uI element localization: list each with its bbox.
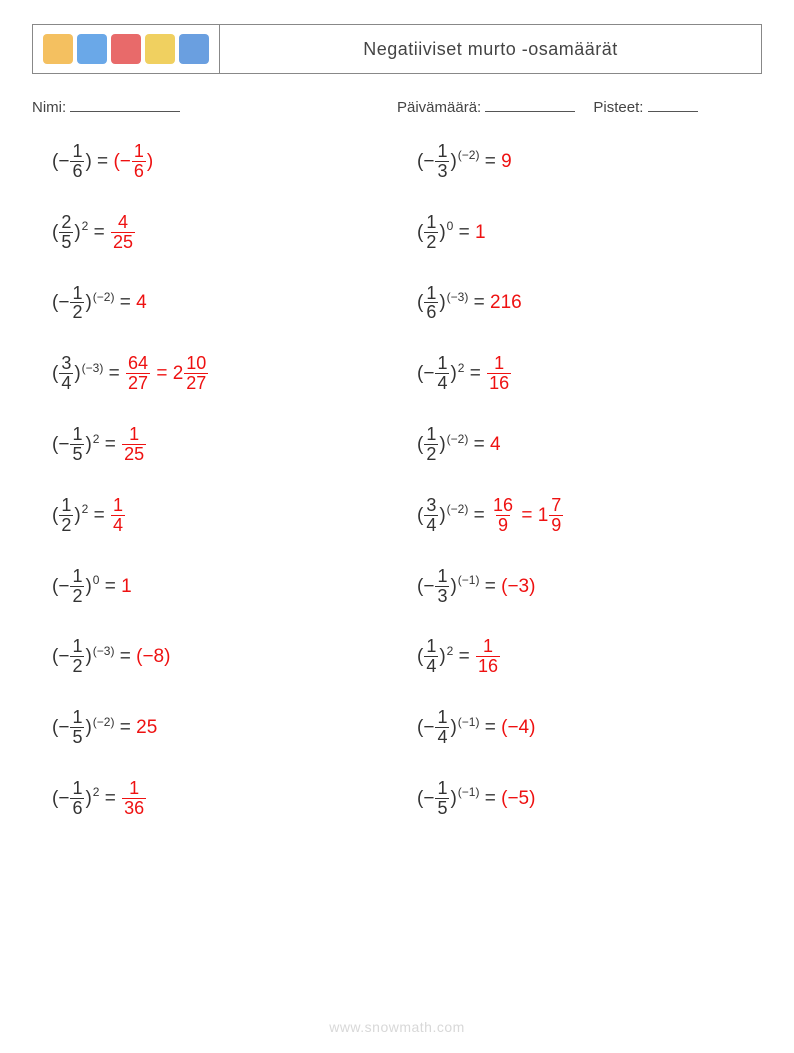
problem-row: (−15)(−2) = 25	[32, 708, 397, 747]
problem-expression: (−15)(−1)	[417, 779, 479, 818]
problem-expression: (−13)(−2)	[417, 142, 479, 181]
problem-answer: 179	[538, 496, 565, 535]
problem-expression: (16)(−3)	[417, 284, 468, 323]
problem-row: (−15)(−1) = (−5)	[397, 779, 762, 818]
header-icons	[33, 25, 220, 73]
problem-row: (−16) = (−16)	[32, 142, 397, 181]
meta-score: Pisteet:	[593, 96, 697, 116]
problem-expression: (12)(−2)	[417, 425, 468, 464]
meta-date: Päivämäärä:	[397, 96, 575, 116]
problem-answer: 136	[121, 779, 147, 818]
problem-expression: (−12)(−2)	[52, 284, 114, 323]
header-icon-5	[179, 34, 209, 64]
problem-row: (−14)(−1) = (−4)	[397, 708, 762, 747]
problem-row: (−13)(−1) = (−3)	[397, 567, 762, 606]
header-icon-1	[43, 34, 73, 64]
problem-row: (12)0 = 1	[397, 213, 762, 252]
problem-row: (34)(−3) = 6427 = 21027	[32, 354, 397, 393]
problem-row: (12)2 = 14	[32, 496, 397, 535]
problem-answer: (−8)	[136, 647, 170, 666]
problem-expression: (14)2	[417, 637, 453, 676]
problem-answer: 25	[136, 718, 157, 737]
worksheet-title: Negatiiviset murto -osamäärät	[220, 25, 761, 73]
problem-answer: (−4)	[501, 718, 535, 737]
header-icon-3	[111, 34, 141, 64]
problem-answer: 116	[475, 637, 501, 676]
problem-answer: 4	[136, 293, 147, 312]
meta-row: Nimi: Päivämäärä: Pisteet:	[32, 96, 762, 116]
problem-answer: 216	[490, 293, 522, 312]
problem-answer: (−5)	[501, 789, 535, 808]
problem-answer: (−16)	[113, 142, 153, 181]
problem-row: (−12)(−3) = (−8)	[32, 637, 397, 676]
worksheet-page: Negatiiviset murto -osamäärät Nimi: Päiv…	[0, 0, 794, 1053]
problem-answer: 169	[490, 496, 516, 535]
header-icon-2	[77, 34, 107, 64]
problem-answer: 4	[490, 435, 501, 454]
problem-row: (25)2 = 425	[32, 213, 397, 252]
score-blank	[648, 96, 698, 112]
problem-answer: 14	[110, 496, 126, 535]
problem-answer: 125	[121, 425, 147, 464]
meta-name: Nimi:	[32, 96, 397, 116]
problem-row: (−15)2 = 125	[32, 425, 397, 464]
problem-row: (−14)2 = 116	[397, 354, 762, 393]
problem-expression: (−13)(−1)	[417, 567, 479, 606]
problem-row: (16)(−3) = 216	[397, 284, 762, 323]
problem-row: (−13)(−2) = 9	[397, 142, 762, 181]
problem-answer: 425	[110, 213, 136, 252]
problem-expression: (−14)(−1)	[417, 708, 479, 747]
problem-expression: (−12)(−3)	[52, 637, 114, 676]
problem-expression: (12)2	[52, 496, 88, 535]
problems-col-left: (−16) = (−16) (25)2 = 425 (−12)(−2) = 4 (34…	[32, 142, 397, 818]
problem-expression: (−16)	[52, 142, 92, 181]
problems-col-right: (−13)(−2) = 9 (12)0 = 1 (16)(−3) = 216 (−14…	[397, 142, 762, 818]
problem-answer: 116	[486, 354, 512, 393]
problems-container: (−16) = (−16) (25)2 = 425 (−12)(−2) = 4 (34…	[32, 142, 762, 818]
problem-row: (−12)0 = 1	[32, 567, 397, 606]
problem-answer: 21027	[173, 354, 210, 393]
problem-answer: 9	[501, 152, 512, 171]
problem-expression: (34)(−2)	[417, 496, 468, 535]
problem-answer: 1	[475, 223, 486, 242]
problem-expression: (−14)2	[417, 354, 464, 393]
name-blank	[70, 96, 180, 112]
problem-expression: (−15)2	[52, 425, 99, 464]
header-row: Negatiiviset murto -osamäärät	[32, 24, 762, 74]
problem-row: (34)(−2) = 169 = 179	[397, 496, 762, 535]
score-label: Pisteet:	[593, 99, 643, 116]
problem-expression: (34)(−3)	[52, 354, 103, 393]
problem-answer: (−3)	[501, 577, 535, 596]
problem-answer: 6427	[125, 354, 151, 393]
watermark: www.snowmath.com	[0, 1019, 794, 1035]
problem-expression: (−12)0	[52, 567, 99, 606]
problem-row: (−16)2 = 136	[32, 779, 397, 818]
problem-expression: (−16)2	[52, 779, 99, 818]
problem-expression: (25)2	[52, 213, 88, 252]
problem-expression: (12)0	[417, 213, 453, 252]
date-blank	[485, 96, 575, 112]
problem-row: (14)2 = 116	[397, 637, 762, 676]
name-label: Nimi:	[32, 99, 66, 116]
problem-answer: 1	[121, 577, 132, 596]
header-icon-4	[145, 34, 175, 64]
date-label: Päivämäärä:	[397, 99, 481, 116]
problem-row: (−12)(−2) = 4	[32, 284, 397, 323]
problem-row: (12)(−2) = 4	[397, 425, 762, 464]
problem-expression: (−15)(−2)	[52, 708, 114, 747]
